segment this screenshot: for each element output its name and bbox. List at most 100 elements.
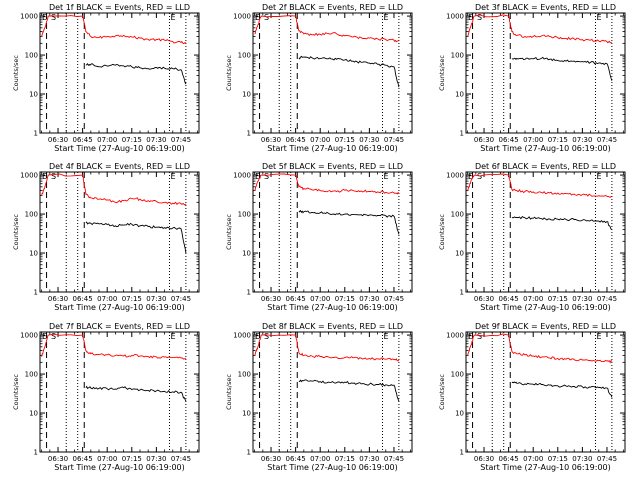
x-tick-label: 07:30 — [146, 136, 166, 144]
s-marker: S — [477, 172, 482, 181]
x-tick-label: 07:45 — [384, 455, 404, 463]
x-tick-label: 07:15 — [122, 455, 142, 463]
e-marker: E — [468, 172, 473, 181]
e-marker: E — [596, 332, 601, 341]
e-marker: E — [170, 332, 175, 341]
plot-frame — [39, 331, 200, 453]
x-tick-label: 07:15 — [122, 136, 142, 144]
x-tick-label: 06:45 — [286, 455, 306, 463]
events-series-line — [511, 56, 613, 81]
y-tick-label: 10 — [29, 250, 38, 258]
x-axis-label: Start Time (27-Aug-10 06:19:00) — [267, 144, 398, 153]
x-tick-label: 07:15 — [335, 455, 355, 463]
events-series-line — [511, 216, 613, 231]
x-axis-label: Start Time (27-Aug-10 06:19:00) — [480, 463, 611, 472]
e-marker: E — [468, 13, 473, 22]
y-tick-label: 10 — [455, 410, 464, 418]
x-axis-label: Start Time (27-Aug-10 06:19:00) — [480, 144, 611, 153]
x-tick-label: 07:45 — [597, 455, 617, 463]
y-tick-label: 1000 — [233, 13, 251, 21]
y-axis-label: Counts/sec — [225, 374, 233, 410]
y-tick-label: 1 — [460, 289, 464, 297]
x-tick-label: 07:15 — [548, 455, 568, 463]
e-marker: E — [383, 13, 388, 22]
detector-panel-7: Det 7f BLACK = Events, RED = LLD 1 10 100 10… — [12, 322, 200, 472]
y-tick-label: 1000 — [20, 332, 38, 340]
detector-panel-4: Det 4f BLACK = Events, RED = LLD 1 10 100 10… — [12, 162, 200, 312]
y-tick-label: 1000 — [20, 172, 38, 180]
x-axis-label: Start Time (27-Aug-10 06:19:00) — [54, 303, 185, 312]
detector-panel-1: Det 1f BLACK = Events, RED = LLD 1 10 100 10… — [12, 3, 200, 153]
x-tick-label: 07:15 — [122, 295, 142, 303]
x-tick-label: 06:45 — [73, 295, 93, 303]
y-tick-label: 10 — [242, 91, 251, 99]
panel-title: Det 8f BLACK = Events, RED = LLD — [262, 322, 403, 331]
y-tick-label: 100 — [25, 371, 38, 379]
y-axis-label: Counts/sec — [12, 374, 20, 410]
lld-series-line — [254, 334, 400, 362]
x-tick-label: 06:45 — [286, 136, 306, 144]
s-marker: S — [264, 332, 269, 341]
x-tick-label: 07:30 — [572, 455, 592, 463]
y-axis-label: Counts/sec — [225, 55, 233, 91]
x-tick-label: 07:45 — [597, 136, 617, 144]
y-tick-label: 1 — [34, 130, 38, 138]
plot-frame — [465, 331, 626, 453]
y-tick-label: 10 — [29, 91, 38, 99]
x-tick-label: 07:30 — [359, 295, 379, 303]
detector-panel-3: Det 3f BLACK = Events, RED = LLD 1 10 100 10… — [438, 3, 626, 153]
y-tick-label: 1 — [460, 130, 464, 138]
e-marker: E — [170, 13, 175, 22]
lld-series-line — [41, 15, 187, 45]
s-marker: S — [51, 172, 56, 181]
x-tick-label: 07:30 — [146, 455, 166, 463]
x-axis-label: Start Time (27-Aug-10 06:19:00) — [267, 463, 398, 472]
x-tick-label: 07:30 — [359, 136, 379, 144]
e-marker: E — [170, 172, 175, 181]
plot-frame — [465, 12, 626, 134]
y-tick-label: 10 — [242, 410, 251, 418]
e-marker: E — [42, 13, 47, 22]
y-tick-label: 1000 — [233, 332, 251, 340]
y-tick-label: 10 — [29, 410, 38, 418]
x-tick-label: 06:30 — [474, 455, 494, 463]
events-series-line — [298, 209, 400, 235]
x-tick-label: 07:45 — [384, 295, 404, 303]
y-tick-label: 1 — [34, 289, 38, 297]
lld-series-line — [254, 173, 400, 195]
x-tick-label: 07:00 — [97, 295, 117, 303]
panel-title: Det 3f BLACK = Events, RED = LLD — [475, 3, 616, 12]
s-marker: S — [477, 332, 482, 341]
plot-frame — [252, 331, 413, 453]
x-tick-label: 06:45 — [286, 295, 306, 303]
x-tick-label: 07:30 — [572, 295, 592, 303]
lld-series-line — [467, 14, 613, 44]
y-axis-label: Counts/sec — [12, 55, 20, 91]
x-tick-label: 07:00 — [97, 455, 117, 463]
s-marker: S — [51, 332, 56, 341]
x-tick-label: 07:00 — [523, 136, 543, 144]
x-tick-label: 07:15 — [548, 295, 568, 303]
x-tick-label: 06:30 — [261, 295, 281, 303]
s-marker: S — [264, 13, 269, 22]
x-tick-label: 06:30 — [48, 136, 68, 144]
panel-title: Det 4f BLACK = Events, RED = LLD — [49, 162, 190, 171]
x-axis-label: Start Time (27-Aug-10 06:19:00) — [480, 303, 611, 312]
x-tick-label: 07:45 — [171, 455, 191, 463]
y-tick-label: 10 — [455, 91, 464, 99]
y-tick-label: 100 — [238, 371, 251, 379]
y-tick-label: 10 — [455, 250, 464, 258]
lld-series-line — [254, 15, 400, 43]
s-marker: S — [477, 13, 482, 22]
x-tick-label: 07:45 — [171, 295, 191, 303]
y-axis-label: Counts/sec — [12, 214, 20, 250]
plot-frame — [252, 171, 413, 293]
y-axis-label: Counts/sec — [438, 374, 446, 410]
plot-frame — [39, 171, 200, 293]
plot-frame — [39, 12, 200, 134]
y-tick-label: 10 — [242, 250, 251, 258]
panel-title: Det 2f BLACK = Events, RED = LLD — [262, 3, 403, 12]
y-tick-label: 1000 — [446, 172, 464, 180]
x-tick-label: 07:15 — [335, 295, 355, 303]
